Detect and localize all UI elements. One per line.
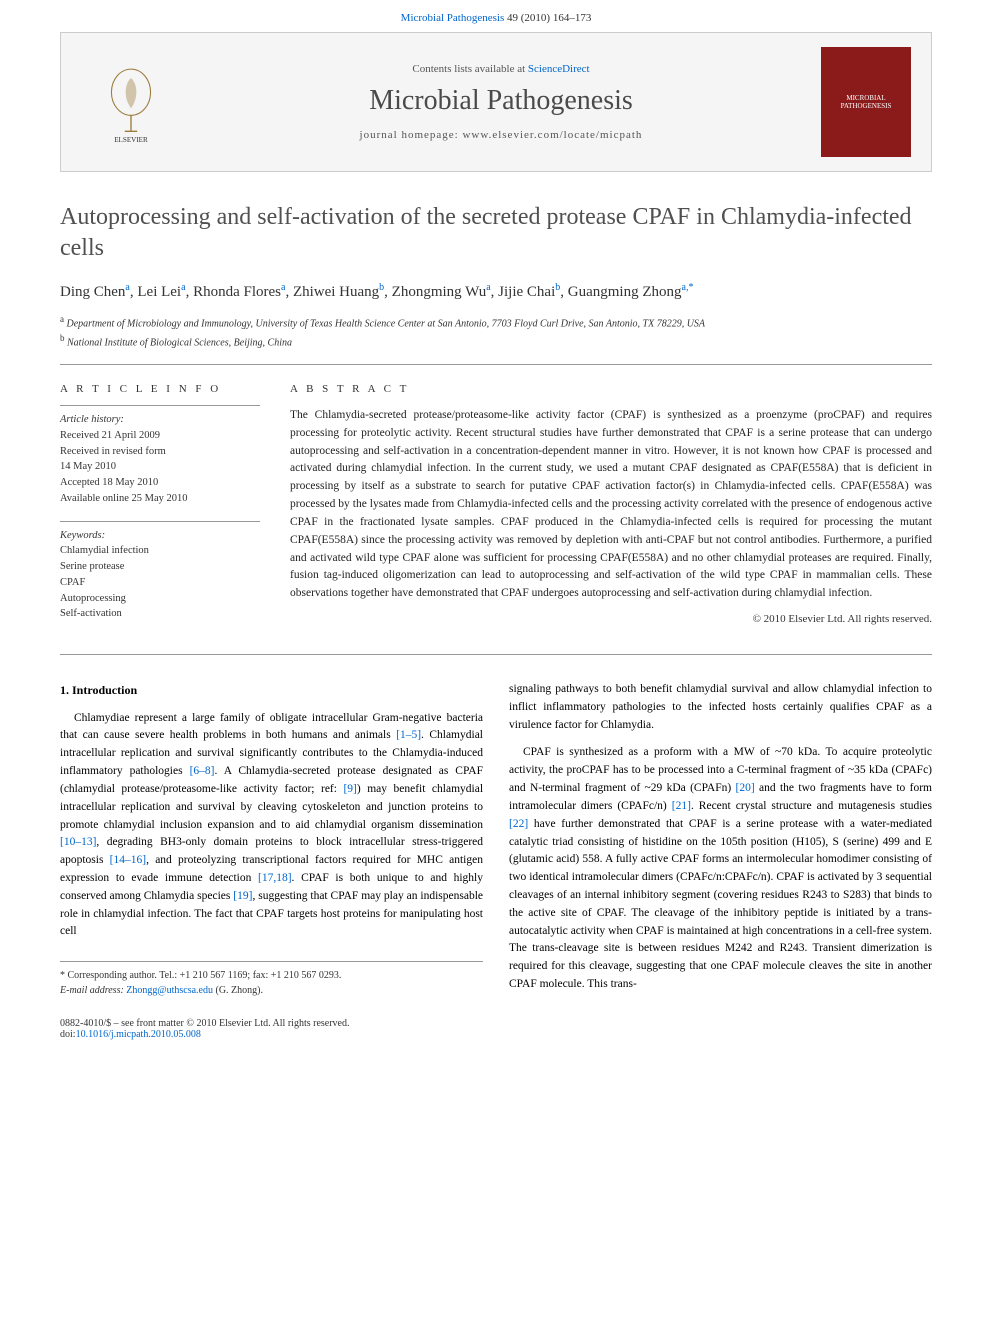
author: Ding Chena — [60, 284, 130, 300]
abstract-text: The Chlamydia-secreted protease/proteaso… — [290, 407, 932, 603]
affiliation: a Department of Microbiology and Immunol… — [60, 313, 932, 331]
corresponding-email-line: E-mail address: Zhongg@uthscsa.edu (G. Z… — [60, 983, 483, 998]
author: Jijie Chaib — [498, 284, 560, 300]
corresponding-email-link[interactable]: Zhongg@uthscsa.edu — [126, 985, 213, 996]
citation-link[interactable]: [21] — [672, 800, 691, 812]
article-title: Autoprocessing and self-activation of th… — [60, 202, 932, 264]
author: Zhiwei Huangb — [293, 284, 384, 300]
corresponding-tel-fax: * Corresponding author. Tel.: +1 210 567… — [60, 968, 483, 983]
citation-link[interactable]: [6–8] — [190, 765, 215, 777]
journal-cover-thumbnail: MICROBIAL PATHOGENESIS — [821, 47, 911, 157]
author: Rhonda Floresa — [193, 284, 285, 300]
section-heading: 1. Introduction — [60, 681, 483, 700]
article-info-heading: A R T I C L E I N F O — [60, 383, 260, 395]
author-list: Ding Chena, Lei Leia, Rhonda Floresa, Zh… — [60, 282, 932, 301]
publisher-logo: ELSEVIER — [81, 62, 181, 142]
column-right: signaling pathways to both benefit chlam… — [509, 681, 932, 1004]
journal-name: Microbial Pathogenesis — [181, 85, 821, 117]
history-line: Accepted 18 May 2010 — [60, 475, 260, 491]
citation-link[interactable]: [1–5] — [396, 729, 421, 741]
running-head: Microbial Pathogenesis 49 (2010) 164–173 — [0, 0, 992, 32]
citation-link[interactable]: [22] — [509, 818, 528, 830]
affiliation: b National Institute of Biological Scien… — [60, 332, 932, 350]
publisher-label: ELSEVIER — [114, 136, 148, 142]
doi-line: doi:10.1016/j.micpath.2010.05.008 — [60, 1029, 932, 1040]
page-footer: 0882-4010/$ – see front matter © 2010 El… — [0, 1018, 992, 1080]
author: Guangming Zhonga,* — [568, 284, 694, 300]
keyword: Autoprocessing — [60, 591, 260, 607]
paragraph: CPAF is synthesized as a proform with a … — [509, 744, 932, 993]
info-abstract-row: A R T I C L E I N F O Article history: R… — [60, 383, 932, 655]
journal-homepage-line: journal homepage: www.elsevier.com/locat… — [181, 129, 821, 141]
history-line: Received 21 April 2009 — [60, 428, 260, 444]
article-info: A R T I C L E I N F O Article history: R… — [60, 383, 260, 636]
author: Zhongming Wua — [392, 284, 491, 300]
elsevier-tree-icon: ELSEVIER — [96, 62, 166, 142]
paragraph: Chlamydiae represent a large family of o… — [60, 710, 483, 942]
keyword: CPAF — [60, 575, 260, 591]
history-line: Available online 25 May 2010 — [60, 491, 260, 507]
corresponding-mark: * — [688, 282, 693, 293]
citation-link[interactable]: [19] — [233, 890, 252, 902]
sciencedirect-link[interactable]: ScienceDirect — [528, 63, 590, 75]
history-line: 14 May 2010 — [60, 459, 260, 475]
article: Autoprocessing and self-activation of th… — [0, 202, 992, 1004]
keyword: Chlamydial infection — [60, 543, 260, 559]
citation-link[interactable]: [20] — [736, 782, 755, 794]
keyword: Self-activation — [60, 606, 260, 622]
history-line: Received in revised form — [60, 444, 260, 460]
citation-link[interactable]: [14–16] — [110, 854, 146, 866]
article-history: Article history: Received 21 April 2009 … — [60, 405, 260, 507]
citation-link[interactable]: [10–13] — [60, 836, 96, 848]
affiliations: a Department of Microbiology and Immunol… — [60, 313, 932, 365]
abstract-copyright: © 2010 Elsevier Ltd. All rights reserved… — [290, 613, 932, 625]
paragraph: signaling pathways to both benefit chlam… — [509, 681, 932, 734]
abstract-heading: A B S T R A C T — [290, 383, 932, 395]
keywords: Keywords: Chlamydial infection Serine pr… — [60, 521, 260, 623]
citation-link[interactable]: [9] — [343, 783, 356, 795]
copyright-line: 0882-4010/$ – see front matter © 2010 El… — [60, 1018, 932, 1029]
author: Lei Leia — [137, 284, 185, 300]
corresponding-author-block: * Corresponding author. Tel.: +1 210 567… — [60, 961, 483, 998]
column-left: 1. Introduction Chlamydiae represent a l… — [60, 681, 483, 1004]
running-head-journal: Microbial Pathogenesis — [401, 12, 505, 24]
abstract: A B S T R A C T The Chlamydia-secreted p… — [290, 383, 932, 636]
running-head-pages: 49 (2010) 164–173 — [504, 12, 591, 24]
citation-link[interactable]: [17,18] — [258, 872, 292, 884]
journal-homepage-url: www.elsevier.com/locate/micpath — [462, 129, 642, 141]
masthead: ELSEVIER Contents lists available at Sci… — [60, 32, 932, 172]
contents-available-line: Contents lists available at ScienceDirec… — [181, 63, 821, 75]
doi-link[interactable]: 10.1016/j.micpath.2010.05.008 — [76, 1029, 201, 1040]
body-columns: 1. Introduction Chlamydiae represent a l… — [60, 681, 932, 1004]
masthead-center: Contents lists available at ScienceDirec… — [181, 63, 821, 141]
keyword: Serine protease — [60, 559, 260, 575]
